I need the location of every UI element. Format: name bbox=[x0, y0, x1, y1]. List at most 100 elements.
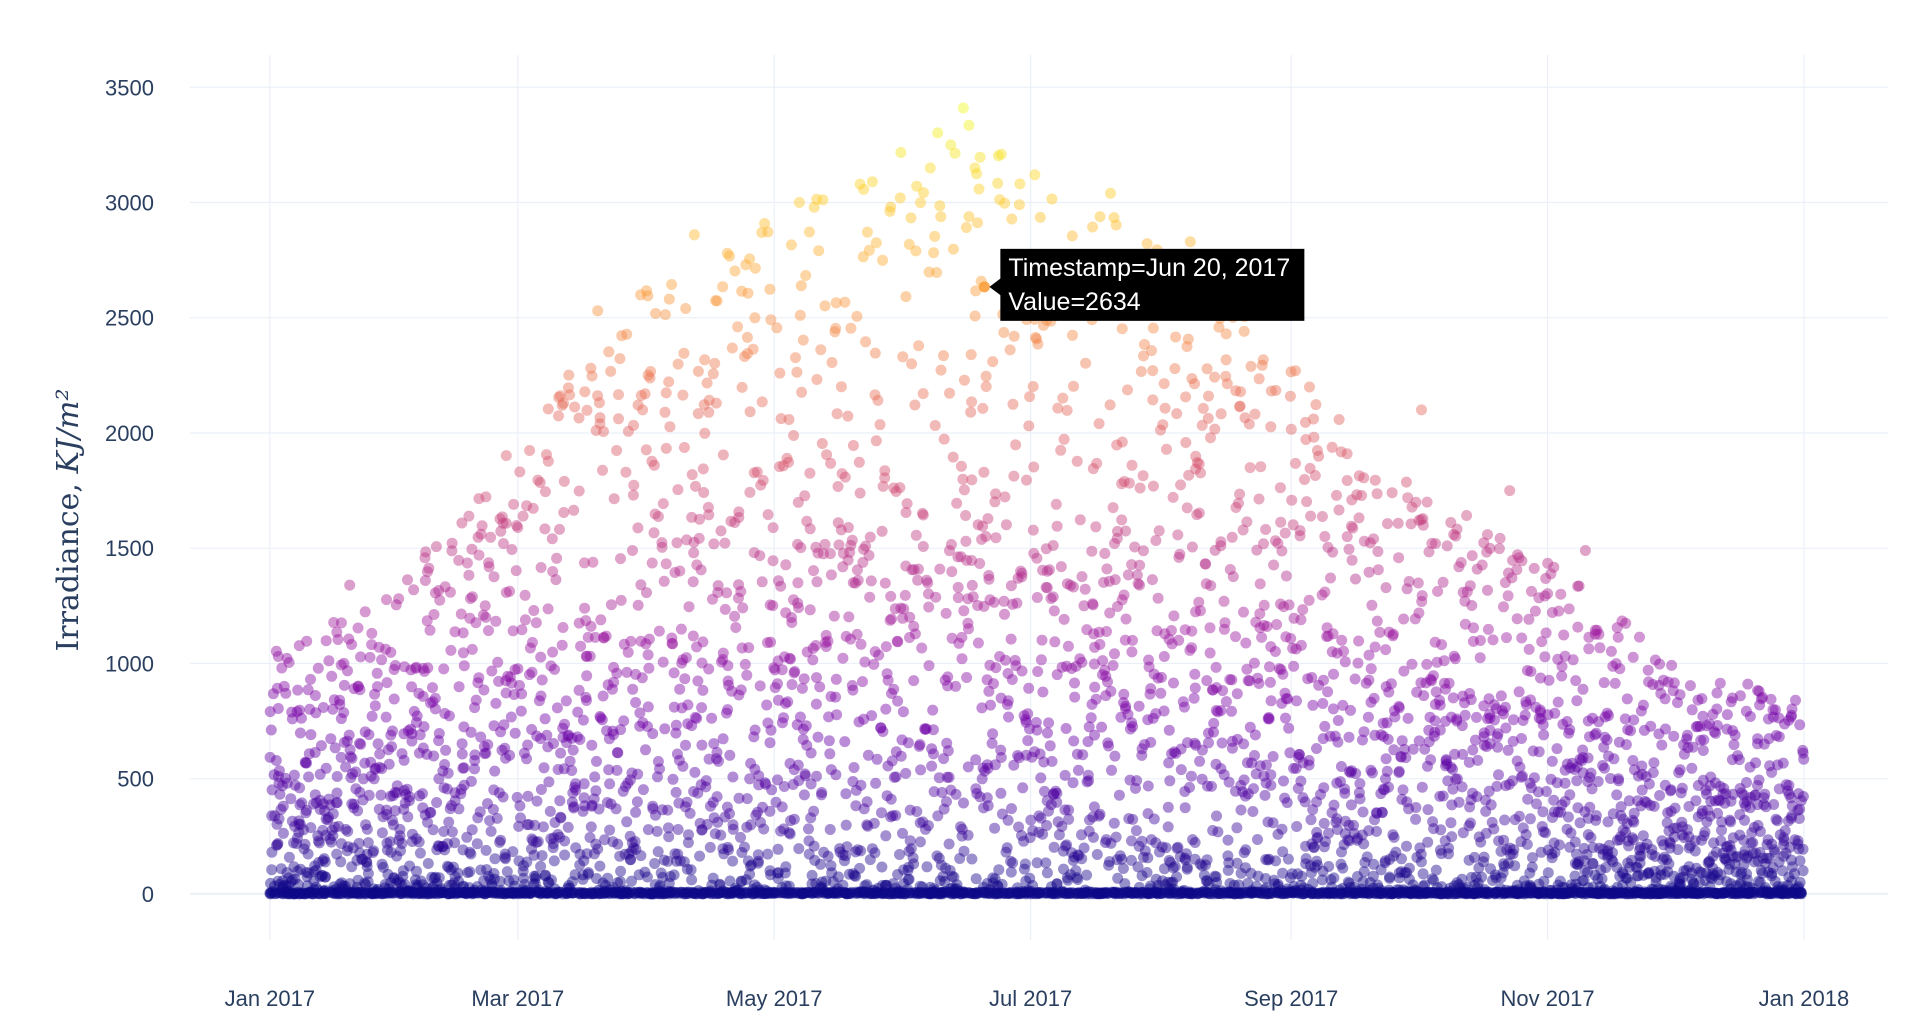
data-point[interactable] bbox=[640, 744, 651, 756]
data-point[interactable] bbox=[1511, 613, 1523, 625]
data-point[interactable] bbox=[437, 887, 449, 899]
data-point[interactable] bbox=[574, 848, 586, 860]
data-point[interactable] bbox=[303, 867, 314, 879]
data-point[interactable] bbox=[830, 673, 842, 685]
data-point[interactable] bbox=[380, 711, 392, 723]
data-point[interactable] bbox=[337, 880, 349, 892]
data-point[interactable] bbox=[736, 381, 748, 393]
data-point[interactable] bbox=[663, 293, 675, 305]
data-point[interactable] bbox=[578, 778, 590, 790]
data-point[interactable] bbox=[643, 633, 655, 645]
data-point[interactable] bbox=[698, 487, 710, 498]
data-point[interactable] bbox=[277, 888, 289, 900]
data-point[interactable] bbox=[663, 376, 675, 388]
data-point[interactable] bbox=[1002, 695, 1014, 707]
data-point[interactable] bbox=[521, 819, 533, 831]
data-point[interactable] bbox=[1365, 663, 1377, 675]
data-point[interactable] bbox=[410, 833, 422, 845]
data-point[interactable] bbox=[1137, 470, 1149, 482]
data-point[interactable] bbox=[1041, 867, 1053, 879]
data-point[interactable] bbox=[1180, 391, 1192, 403]
data-point[interactable] bbox=[956, 653, 968, 665]
data-point[interactable] bbox=[741, 331, 753, 343]
data-point[interactable] bbox=[931, 267, 943, 278]
data-point[interactable] bbox=[1656, 739, 1668, 751]
data-point[interactable] bbox=[452, 887, 464, 898]
data-point[interactable] bbox=[1372, 564, 1384, 576]
data-point[interactable] bbox=[830, 691, 842, 703]
data-point[interactable] bbox=[417, 879, 429, 891]
data-point[interactable] bbox=[970, 754, 982, 766]
data-point[interactable] bbox=[510, 565, 522, 577]
data-point[interactable] bbox=[357, 853, 369, 865]
data-point[interactable] bbox=[552, 887, 564, 899]
data-point[interactable] bbox=[551, 702, 563, 714]
data-point[interactable] bbox=[389, 787, 401, 798]
data-point[interactable] bbox=[808, 840, 820, 852]
data-point[interactable] bbox=[1002, 814, 1014, 826]
data-point[interactable] bbox=[721, 587, 733, 599]
data-point[interactable] bbox=[488, 887, 499, 899]
data-point[interactable] bbox=[1366, 767, 1378, 779]
data-point[interactable] bbox=[1569, 836, 1581, 848]
data-point[interactable] bbox=[1382, 733, 1394, 745]
data-point[interactable] bbox=[1016, 665, 1028, 677]
data-point[interactable] bbox=[1186, 625, 1198, 637]
data-point[interactable] bbox=[1163, 724, 1175, 736]
data-point[interactable] bbox=[590, 785, 602, 797]
data-point[interactable] bbox=[674, 565, 686, 577]
data-point[interactable] bbox=[488, 886, 499, 898]
data-point[interactable] bbox=[1337, 862, 1349, 874]
data-point[interactable] bbox=[568, 802, 580, 814]
data-point[interactable] bbox=[479, 600, 491, 612]
data-point[interactable] bbox=[685, 864, 697, 876]
data-point[interactable] bbox=[280, 687, 292, 699]
data-point[interactable] bbox=[348, 683, 360, 695]
data-point[interactable] bbox=[795, 542, 807, 554]
data-point[interactable] bbox=[857, 676, 868, 688]
data-point[interactable] bbox=[677, 389, 689, 401]
data-point[interactable] bbox=[1080, 357, 1092, 369]
data-point[interactable] bbox=[522, 790, 534, 802]
data-point[interactable] bbox=[350, 766, 362, 778]
data-point[interactable] bbox=[1558, 629, 1570, 641]
data-point[interactable] bbox=[1331, 489, 1342, 501]
data-point[interactable] bbox=[853, 456, 865, 468]
data-point[interactable] bbox=[944, 387, 955, 399]
data-point[interactable] bbox=[340, 823, 352, 835]
data-point[interactable] bbox=[388, 872, 400, 884]
data-point[interactable] bbox=[264, 887, 276, 899]
data-point[interactable] bbox=[377, 811, 389, 823]
data-point[interactable] bbox=[688, 547, 700, 559]
data-point[interactable] bbox=[765, 636, 777, 648]
data-point[interactable] bbox=[972, 217, 983, 229]
data-point[interactable] bbox=[1620, 739, 1632, 751]
data-point[interactable] bbox=[428, 886, 440, 898]
data-point[interactable] bbox=[742, 287, 754, 299]
data-point[interactable] bbox=[1006, 213, 1018, 225]
data-point[interactable] bbox=[810, 698, 822, 710]
data-point[interactable] bbox=[789, 666, 801, 677]
data-point[interactable] bbox=[659, 723, 671, 735]
data-point[interactable] bbox=[357, 773, 369, 785]
data-point[interactable] bbox=[952, 592, 964, 604]
data-point[interactable] bbox=[1310, 399, 1322, 411]
data-point[interactable] bbox=[635, 850, 647, 862]
data-point[interactable] bbox=[344, 878, 356, 890]
data-point[interactable] bbox=[316, 870, 328, 882]
data-point[interactable] bbox=[1319, 531, 1331, 542]
data-point[interactable] bbox=[455, 783, 467, 795]
data-point[interactable] bbox=[275, 863, 287, 875]
data-point[interactable] bbox=[597, 690, 609, 702]
data-point[interactable] bbox=[1268, 559, 1280, 571]
data-point[interactable] bbox=[1041, 820, 1053, 831]
data-point[interactable] bbox=[550, 887, 562, 899]
data-point[interactable] bbox=[683, 829, 694, 841]
data-point[interactable] bbox=[505, 711, 517, 723]
data-point[interactable] bbox=[396, 880, 408, 892]
data-point[interactable] bbox=[265, 887, 277, 899]
data-point[interactable] bbox=[792, 759, 804, 771]
data-point[interactable] bbox=[593, 397, 605, 409]
data-point[interactable] bbox=[351, 881, 363, 893]
data-point[interactable] bbox=[1597, 760, 1609, 771]
